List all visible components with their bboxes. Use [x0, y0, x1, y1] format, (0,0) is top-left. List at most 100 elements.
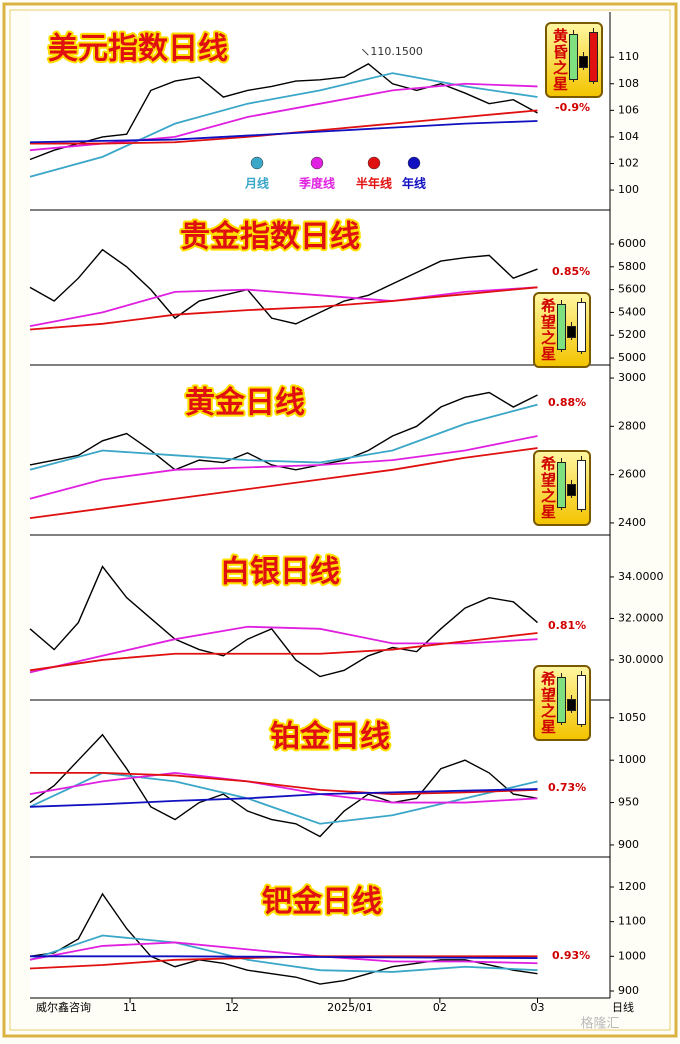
legend-swatch [310, 156, 324, 170]
y-tick-label: 1050 [618, 711, 646, 724]
y-tick-label: 5800 [618, 260, 646, 273]
ma-line [29, 788, 538, 808]
change-label: 0.81% [548, 619, 586, 632]
ma-line [29, 934, 538, 973]
y-tick-label: 32.0000 [618, 611, 664, 624]
badge-text: 黄昏之星 [551, 28, 569, 92]
y-tick-label: 106 [618, 103, 639, 116]
y-tick-label: 2400 [618, 516, 646, 529]
ma-line [29, 771, 538, 804]
y-tick-label: 102 [618, 156, 639, 169]
badge-candle [577, 302, 586, 352]
legend-label: 半年线 [356, 176, 392, 191]
y-tick-label: 900 [618, 838, 639, 851]
ma-line [29, 632, 538, 672]
badge-candle [557, 304, 566, 350]
change-label: 0.85% [552, 265, 590, 278]
x-tick-label: 12 [225, 1001, 239, 1014]
y-tick-label: 5600 [618, 283, 646, 296]
x-tick-label: 11 [123, 1001, 137, 1014]
annotation: 110.1500 [370, 45, 423, 58]
badge-candle [589, 32, 598, 82]
legend-swatch [407, 156, 421, 170]
y-tick-label: 1000 [618, 949, 646, 962]
change-label: 0.93% [552, 949, 590, 962]
source: 威尔鑫咨询 [36, 1000, 91, 1014]
ma-line [29, 403, 538, 471]
ma-line [30, 772, 538, 795]
ma-line [29, 435, 538, 500]
y-tick-label: 6000 [618, 237, 646, 250]
price-line [29, 565, 538, 678]
change-label: 0.73% [548, 781, 586, 794]
price-line [29, 248, 538, 325]
panel-title: 白银日线 [220, 555, 340, 590]
ma-line [29, 771, 538, 825]
y-tick-label: 34.0000 [618, 570, 664, 583]
x-tick-label: 2025/01 [327, 1001, 373, 1014]
panel-title: 贵金指数日线 [180, 220, 360, 255]
y-tick-label: 30.0000 [618, 653, 664, 666]
y-tick-label: 1000 [618, 753, 646, 766]
y-tick-label: 2800 [618, 419, 646, 432]
pattern-badge: 黄昏之星 [545, 22, 603, 98]
period-label: 日线 [612, 1000, 634, 1014]
badge-candle [567, 326, 576, 338]
change-label: 0.88% [548, 396, 586, 409]
y-tick-label: 100 [618, 183, 639, 196]
ma-line [30, 955, 538, 959]
annotation-pointer [361, 48, 369, 56]
price-line [29, 62, 538, 161]
legend-label: 季度线 [298, 176, 335, 191]
badge-candle [557, 462, 566, 508]
y-tick-label: 5200 [618, 328, 646, 341]
y-tick-label: 1200 [618, 880, 646, 893]
badge-candle [567, 484, 576, 496]
badge-text: 希望之星 [539, 456, 557, 520]
ma-line [29, 286, 538, 327]
change-label: -0.9% [555, 101, 590, 114]
y-tick-label: 5400 [618, 305, 646, 318]
ma-line [29, 447, 538, 519]
pattern-badge: 希望之星 [533, 292, 591, 368]
badge-candle [557, 677, 566, 723]
panel-title: 美元指数日线 [48, 32, 228, 67]
y-tick-label: 3000 [618, 371, 646, 384]
y-tick-label: 900 [618, 984, 639, 997]
legend-label: 月线 [244, 176, 269, 191]
badge-candle [577, 675, 586, 725]
legend-label: 年线 [402, 176, 426, 191]
price-line [29, 892, 538, 985]
badge-text: 希望之星 [539, 671, 557, 735]
y-tick-label: 108 [618, 77, 639, 90]
badge-candle [567, 699, 576, 711]
panel-title: 钯金日线 [262, 885, 382, 920]
legend-swatch [367, 156, 381, 170]
frame-inner [9, 9, 671, 1031]
x-tick-label: 03 [531, 1001, 545, 1014]
x-tick-label: 02 [433, 1001, 447, 1014]
panel-title: 铂金日线 [270, 720, 390, 755]
ma-line [29, 286, 538, 331]
y-tick-label: 5000 [618, 351, 646, 364]
watermark: 格隆汇 [580, 1016, 619, 1032]
badge-candle [569, 34, 578, 80]
price-line [29, 733, 538, 838]
pattern-badge: 希望之星 [533, 665, 591, 741]
legend-swatch [250, 156, 264, 170]
y-tick-label: 950 [618, 796, 639, 809]
badge-candle [577, 460, 586, 510]
y-tick-label: 104 [618, 130, 639, 143]
badge-text: 希望之星 [539, 298, 557, 362]
badge-candle [579, 56, 588, 68]
ma-line [29, 120, 538, 144]
y-tick-label: 110 [618, 50, 639, 63]
pattern-badge: 希望之星 [533, 450, 591, 526]
price-line [29, 391, 538, 471]
ma-line [29, 941, 538, 965]
y-tick-label: 2600 [618, 468, 646, 481]
panel-title: 黄金日线 [185, 386, 305, 421]
